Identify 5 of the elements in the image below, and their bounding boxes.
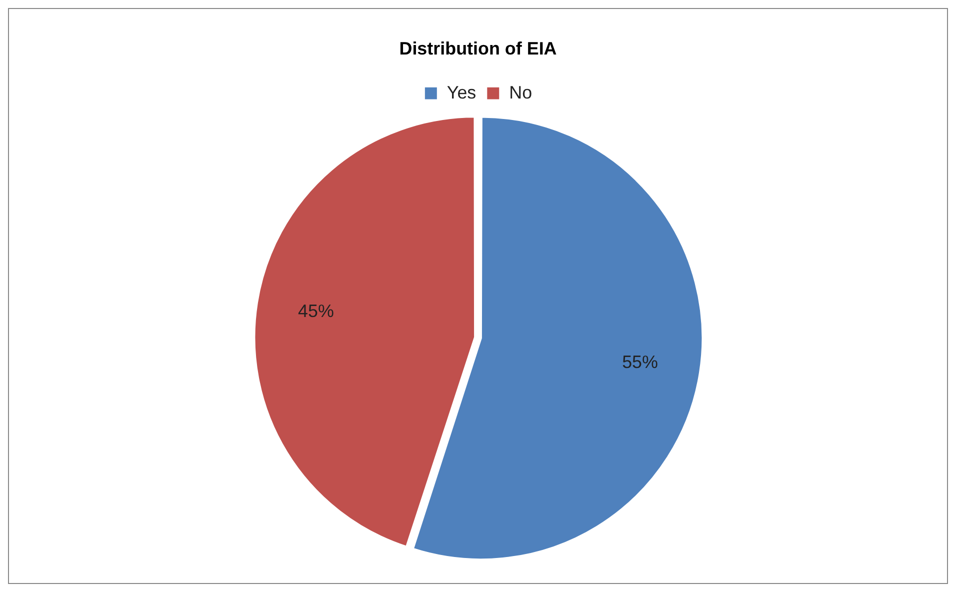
data-label: 45% bbox=[298, 300, 334, 321]
legend-label: No bbox=[509, 82, 532, 102]
data-label: 55% bbox=[622, 352, 658, 372]
chart-title: Distribution of EIA bbox=[399, 38, 557, 59]
legend-label: Yes bbox=[446, 82, 476, 102]
